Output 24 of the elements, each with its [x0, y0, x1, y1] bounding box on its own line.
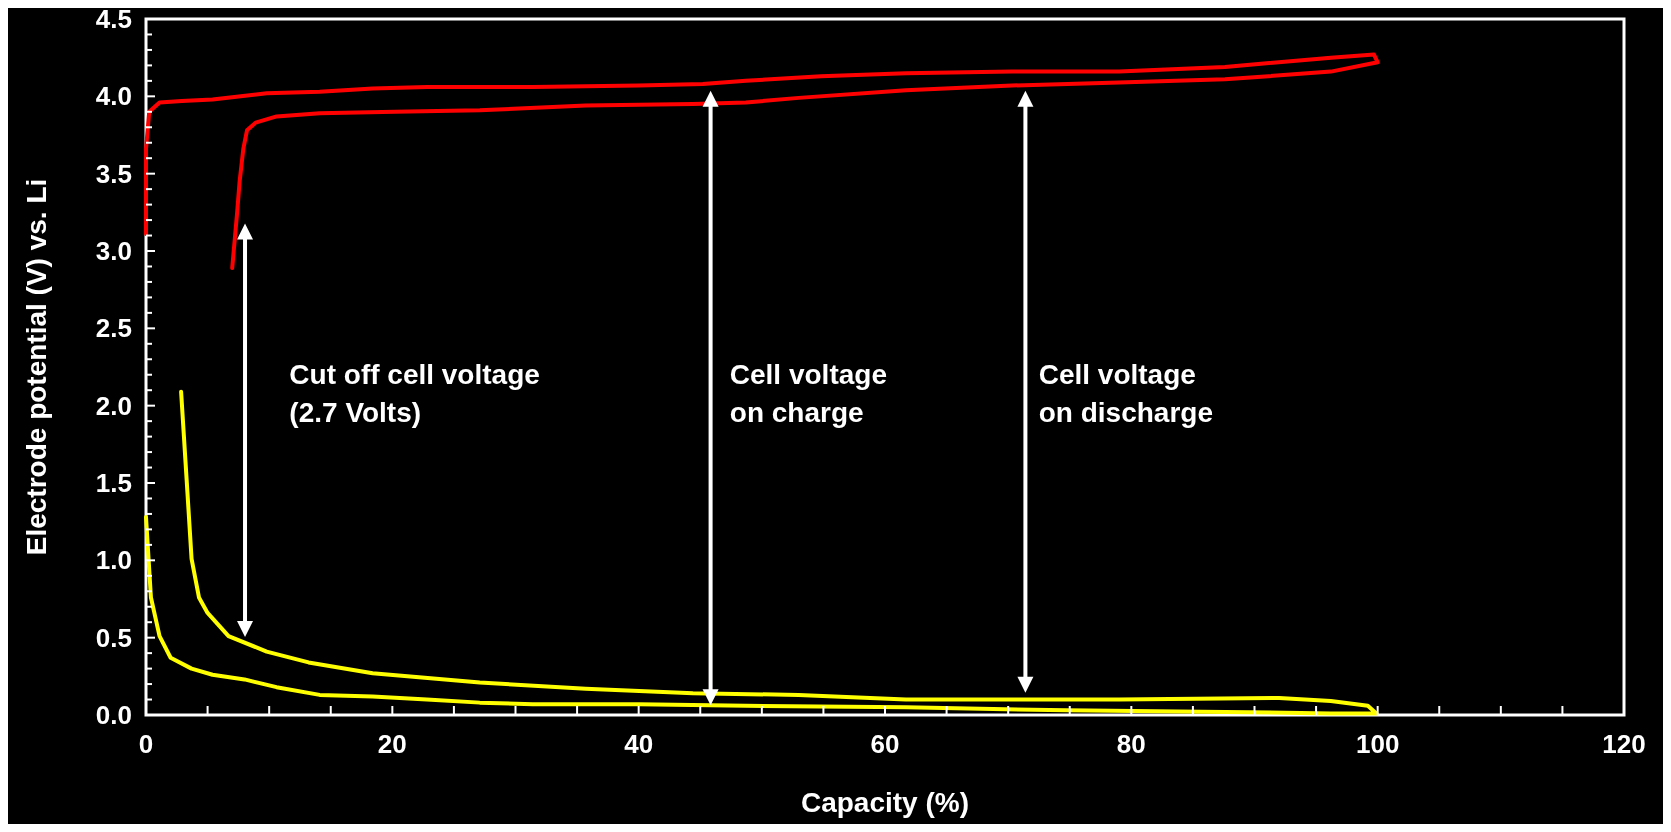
y-tick-label: 1.0 — [95, 545, 132, 576]
y-tick-label: 4.5 — [95, 4, 132, 35]
y-tick-label: 0.5 — [95, 622, 132, 653]
x-axis-title: Capacity (%) — [800, 787, 970, 818]
x-tick-label: 120 — [1602, 729, 1646, 759]
x-tick-label: 40 — [624, 729, 654, 759]
x-tick-label: 60 — [870, 729, 900, 759]
x-tick-label: 20 — [377, 729, 407, 759]
x-tick-label: 100 — [1355, 729, 1400, 759]
y-tick-label: 1.5 — [95, 468, 132, 499]
y-tick-label: 4.0 — [95, 81, 132, 112]
annotation: Cell voltage on discharge — [1038, 359, 1213, 429]
y-tick-label: 2.5 — [95, 313, 132, 344]
annotation: Cell voltage on charge — [729, 359, 887, 429]
y-tick-label: 2.0 — [95, 390, 132, 421]
x-tick-label: 80 — [1116, 729, 1146, 759]
y-tick-label: 3.5 — [95, 158, 132, 189]
y-tick-label: 0.0 — [95, 700, 132, 731]
annotation: Cut off cell voltage (2.7 Volts) — [289, 359, 540, 429]
y-tick-label: 3.0 — [95, 236, 132, 267]
y-axis-title: Electrode potential (V) vs. Li — [21, 178, 52, 556]
x-tick-label: 0 — [138, 729, 154, 759]
line-series — [144, 52, 1380, 271]
line-series — [144, 389, 1379, 716]
